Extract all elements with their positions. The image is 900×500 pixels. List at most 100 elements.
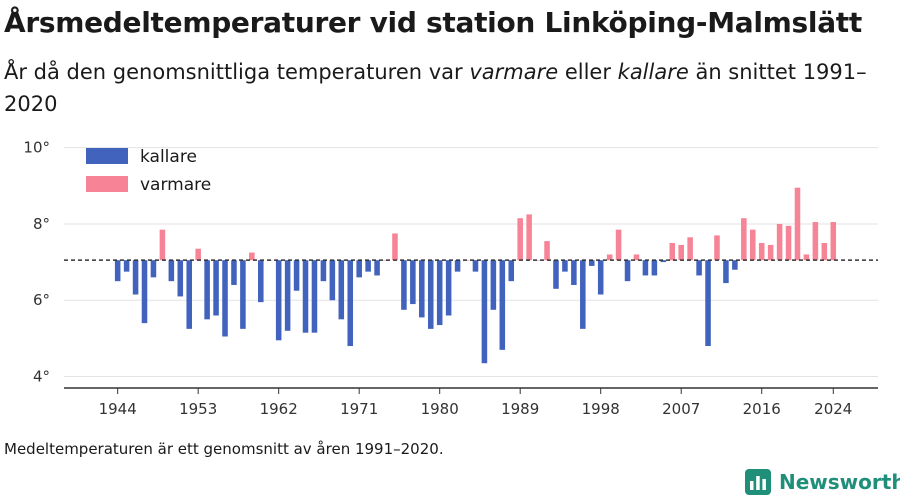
subtitle-colder: kallare bbox=[617, 60, 689, 84]
bar-colder bbox=[508, 260, 515, 282]
x-tick-label: 2007 bbox=[662, 400, 700, 418]
bar-warmer bbox=[606, 254, 613, 261]
bar-colder bbox=[284, 260, 291, 331]
bar-warmer bbox=[678, 244, 684, 261]
bars bbox=[114, 187, 837, 364]
bar-colder bbox=[472, 260, 479, 272]
bar-colder bbox=[132, 260, 139, 295]
bar-warmer bbox=[714, 235, 720, 261]
x-tick-label: 1998 bbox=[582, 400, 620, 418]
bar-colder bbox=[580, 260, 586, 329]
bar-warmer bbox=[195, 248, 201, 261]
x-tick-label: 2016 bbox=[743, 400, 781, 418]
legend-swatch-colder bbox=[86, 148, 128, 164]
subtitle-warmer: varmare bbox=[469, 60, 559, 84]
x-tick-label: 1980 bbox=[421, 400, 459, 418]
bar-warmer bbox=[821, 243, 828, 261]
bar-colder bbox=[356, 260, 362, 278]
legend-swatch-warmer bbox=[86, 176, 128, 192]
bar-colder bbox=[732, 260, 738, 270]
bar-warmer bbox=[687, 237, 693, 261]
bar-colder bbox=[204, 260, 210, 320]
bar-warmer bbox=[517, 218, 523, 261]
bar-colder bbox=[365, 260, 371, 272]
bar-colder bbox=[696, 260, 702, 276]
bar-colder bbox=[258, 260, 264, 303]
x-tick-label: 1971 bbox=[340, 400, 378, 418]
legend-label-colder: kallare bbox=[140, 147, 197, 167]
bar-warmer bbox=[830, 222, 837, 261]
bar-warmer bbox=[785, 225, 792, 261]
bar-colder bbox=[240, 260, 246, 329]
newsworthy-logo-icon bbox=[745, 469, 771, 495]
bar-colder bbox=[293, 260, 300, 291]
bar-colder bbox=[320, 260, 327, 282]
bar-colder bbox=[651, 260, 658, 276]
bar-colder bbox=[141, 260, 148, 324]
bar-colder bbox=[597, 260, 604, 295]
bar-colder bbox=[562, 260, 568, 272]
x-tick-label: 1962 bbox=[260, 400, 298, 418]
bar-colder bbox=[329, 260, 336, 301]
bar-colder bbox=[222, 260, 228, 337]
bar-colder bbox=[311, 260, 318, 333]
bar-colder bbox=[624, 260, 631, 282]
bar-warmer bbox=[159, 229, 166, 261]
bar-warmer bbox=[669, 243, 676, 261]
bar-warmer bbox=[392, 233, 398, 261]
bar-colder bbox=[213, 260, 219, 316]
x-tick-label: 1953 bbox=[179, 400, 217, 418]
y-tick-label: 4° bbox=[33, 368, 50, 386]
subtitle-text-3: än snittet 1991–2020 bbox=[4, 60, 867, 116]
x-tick-label: 1989 bbox=[501, 400, 539, 418]
bar-colder bbox=[660, 260, 667, 263]
subtitle-text-2: eller bbox=[558, 60, 618, 84]
bar-warmer bbox=[767, 244, 774, 261]
bar-warmer bbox=[803, 254, 810, 261]
bar-colder bbox=[481, 260, 488, 364]
bar-colder bbox=[705, 260, 711, 347]
legend-label-warmer: varmare bbox=[140, 175, 211, 195]
bar-warmer bbox=[633, 254, 640, 261]
brand-logo[interactable]: Newsworthy bbox=[745, 468, 900, 496]
legend: kallare varmare bbox=[86, 147, 211, 195]
bar-colder bbox=[302, 260, 309, 333]
bar-colder bbox=[490, 260, 497, 310]
bar-warmer bbox=[749, 229, 756, 261]
y-axis-ticks: 4° 6° 8° 10° bbox=[23, 139, 50, 386]
bar-colder bbox=[723, 260, 729, 284]
bar-colder bbox=[571, 260, 577, 285]
bar-warmer bbox=[758, 243, 765, 261]
bar-colder bbox=[642, 260, 649, 276]
bar-colder bbox=[338, 260, 345, 320]
bar-warmer bbox=[776, 223, 783, 261]
bar-colder bbox=[114, 260, 121, 282]
bar-warmer bbox=[812, 222, 819, 261]
bar-colder bbox=[553, 260, 559, 289]
bar-warmer bbox=[249, 252, 255, 261]
chart-title: Årsmedeltemperaturer vid station Linköpi… bbox=[4, 6, 862, 39]
chart-subtitle: År då den genomsnittliga temperaturen va… bbox=[4, 56, 884, 120]
bar-colder bbox=[445, 260, 452, 316]
y-tick-label: 8° bbox=[33, 215, 50, 233]
bar-colder bbox=[186, 260, 193, 329]
bar-warmer bbox=[615, 229, 622, 261]
bar-colder bbox=[275, 260, 282, 341]
bar-warmer bbox=[741, 218, 747, 261]
footnote: Medeltemperaturen är ett genomsnitt av å… bbox=[4, 440, 444, 458]
bar-warmer bbox=[535, 260, 541, 261]
bar-colder bbox=[177, 260, 184, 297]
y-tick-label: 10° bbox=[23, 139, 50, 157]
bar-colder bbox=[499, 260, 506, 350]
bar-colder bbox=[427, 260, 434, 329]
bar-colder bbox=[401, 260, 407, 310]
x-tick-label: 1944 bbox=[99, 400, 137, 418]
bar-colder bbox=[419, 260, 425, 318]
brand-name: Newsworthy bbox=[779, 470, 900, 494]
bar-colder bbox=[150, 260, 157, 278]
bar-warmer bbox=[526, 214, 532, 261]
x-axis-ticks: 1944 1953 1962 1971 1980 1989 1998 2007 2016 2024 bbox=[99, 388, 852, 418]
bar-colder bbox=[436, 260, 443, 326]
bar-colder bbox=[347, 260, 354, 347]
bar-colder bbox=[454, 260, 461, 272]
